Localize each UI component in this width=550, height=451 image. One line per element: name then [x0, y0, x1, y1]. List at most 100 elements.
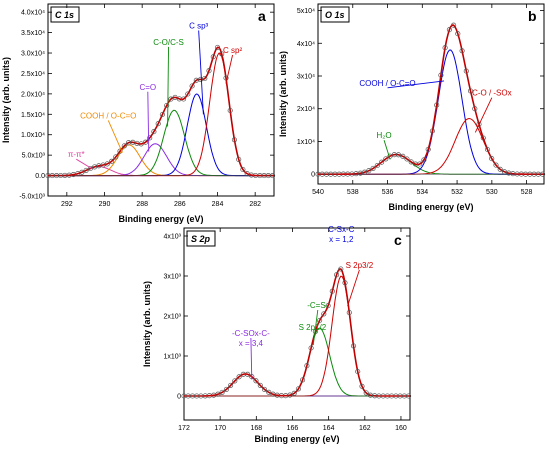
- data-point: [227, 107, 233, 114]
- x-tick-label: 282: [249, 201, 261, 208]
- data-point: [308, 345, 314, 351]
- component-label: -C=S-: [307, 301, 328, 310]
- y-tick-label: 2x10⁴: [297, 106, 315, 113]
- data-point: [463, 68, 469, 74]
- extra-label: x = 1,2: [329, 235, 354, 244]
- panel-s2p: S 2p c Binding energy (eV) Intensity (ar…: [142, 225, 412, 444]
- x-tick-label: 168: [250, 425, 262, 432]
- component-label: COOH / O-C=O: [359, 79, 415, 88]
- data-point: [168, 96, 174, 102]
- data-point: [304, 363, 310, 369]
- component-curve: [184, 275, 410, 397]
- data-point: [497, 166, 503, 172]
- label-arrow: [383, 140, 391, 160]
- y-tick-label: 3.0x10⁴: [21, 51, 45, 58]
- data-point: [459, 48, 465, 54]
- data-point: [417, 161, 423, 167]
- data-point: [231, 137, 237, 143]
- y-tick-label: 5x10⁴: [297, 8, 315, 15]
- data-point: [291, 390, 297, 396]
- y-tick-label: 0: [311, 172, 315, 179]
- x-tick-label: 162: [359, 425, 371, 432]
- data-point: [451, 22, 457, 28]
- panel-letter: b: [528, 8, 537, 24]
- label-arrow: [147, 91, 150, 152]
- data-point: [395, 152, 402, 158]
- y-tick-label: 3x10⁴: [297, 74, 315, 81]
- y-axis-label: Intensity (arb. units): [142, 281, 152, 367]
- label-arrow: [250, 337, 253, 380]
- data-point: [442, 45, 448, 51]
- envelope-curve: [48, 46, 274, 177]
- data-point: [151, 129, 157, 135]
- component-label: -C-SOx-C-: [232, 329, 270, 338]
- data-point: [219, 389, 225, 395]
- data-point: [295, 386, 301, 392]
- component-label: C=O: [139, 83, 156, 92]
- y-tick-label: 1x10⁴: [297, 139, 315, 146]
- x-tick-label: 164: [323, 425, 335, 432]
- data-point: [338, 266, 344, 272]
- data-point: [257, 382, 263, 388]
- data-point: [540, 171, 546, 177]
- data-point: [363, 390, 369, 396]
- panel-tag: O 1s: [325, 10, 345, 20]
- data-point: [287, 392, 293, 398]
- label-arrow: [198, 30, 204, 115]
- data-point: [210, 54, 216, 60]
- x-tick-label: 538: [347, 189, 359, 196]
- label-arrow: [347, 269, 360, 307]
- y-tick-label: 1.5x10⁴: [21, 112, 45, 119]
- data-point: [493, 162, 499, 168]
- data-point: [321, 311, 327, 317]
- y-tick-label: 1x10³: [163, 354, 181, 361]
- data-point: [425, 146, 431, 152]
- data-point: [429, 128, 435, 134]
- x-tick-label: 170: [214, 425, 226, 432]
- data-point: [406, 393, 412, 399]
- data-point: [421, 157, 427, 163]
- data-point: [109, 158, 115, 164]
- plot-frame: [47, 3, 275, 197]
- data-point: [383, 156, 389, 162]
- component-label: π-π*: [68, 150, 85, 159]
- envelope-curve: [184, 268, 410, 397]
- component-label: C-O / -SOx: [472, 89, 512, 98]
- data-point: [366, 168, 372, 174]
- data-point: [467, 88, 474, 94]
- data-point: [374, 162, 380, 169]
- label-arrow: [107, 120, 123, 153]
- panel-c1s: C 1s a Binding energy (eV) Intensity (ar…: [1, 3, 276, 224]
- component-label: C-O/C-S: [153, 38, 184, 47]
- label-arrow: [167, 46, 169, 127]
- data-point: [325, 303, 331, 309]
- y-tick-label: 3.5x10⁴: [21, 30, 45, 37]
- data-point: [355, 368, 361, 375]
- data-point: [350, 343, 357, 349]
- extra-label: C-Sx-C: [328, 225, 354, 234]
- data-point: [206, 68, 212, 74]
- x-tick-label: 528: [521, 189, 533, 196]
- x-axis-label: Binding energy (eV): [388, 202, 473, 212]
- y-tick-label: 2.5x10⁴: [21, 71, 45, 78]
- y-tick-label: 4x10⁴: [297, 41, 315, 48]
- data-point: [232, 378, 238, 384]
- x-tick-label: 284: [212, 201, 224, 208]
- panel-tag: S 2p: [191, 234, 211, 244]
- component-label: S 2p3/2: [346, 261, 374, 270]
- data-point: [223, 75, 229, 81]
- x-tick-label: 286: [174, 201, 186, 208]
- label-arrow: [76, 158, 93, 170]
- data-point: [480, 135, 486, 141]
- x-tick-label: 536: [382, 189, 394, 196]
- y-tick-label: 2x10³: [163, 314, 181, 321]
- data-point: [155, 121, 161, 127]
- x-tick-label: 540: [312, 189, 324, 196]
- component-curve: [184, 373, 410, 397]
- label-arrow: [387, 80, 445, 89]
- y-axis-label: Intensity (arb. units): [1, 57, 11, 143]
- data-point: [404, 156, 410, 162]
- data-point: [346, 310, 352, 316]
- data-point: [164, 102, 170, 109]
